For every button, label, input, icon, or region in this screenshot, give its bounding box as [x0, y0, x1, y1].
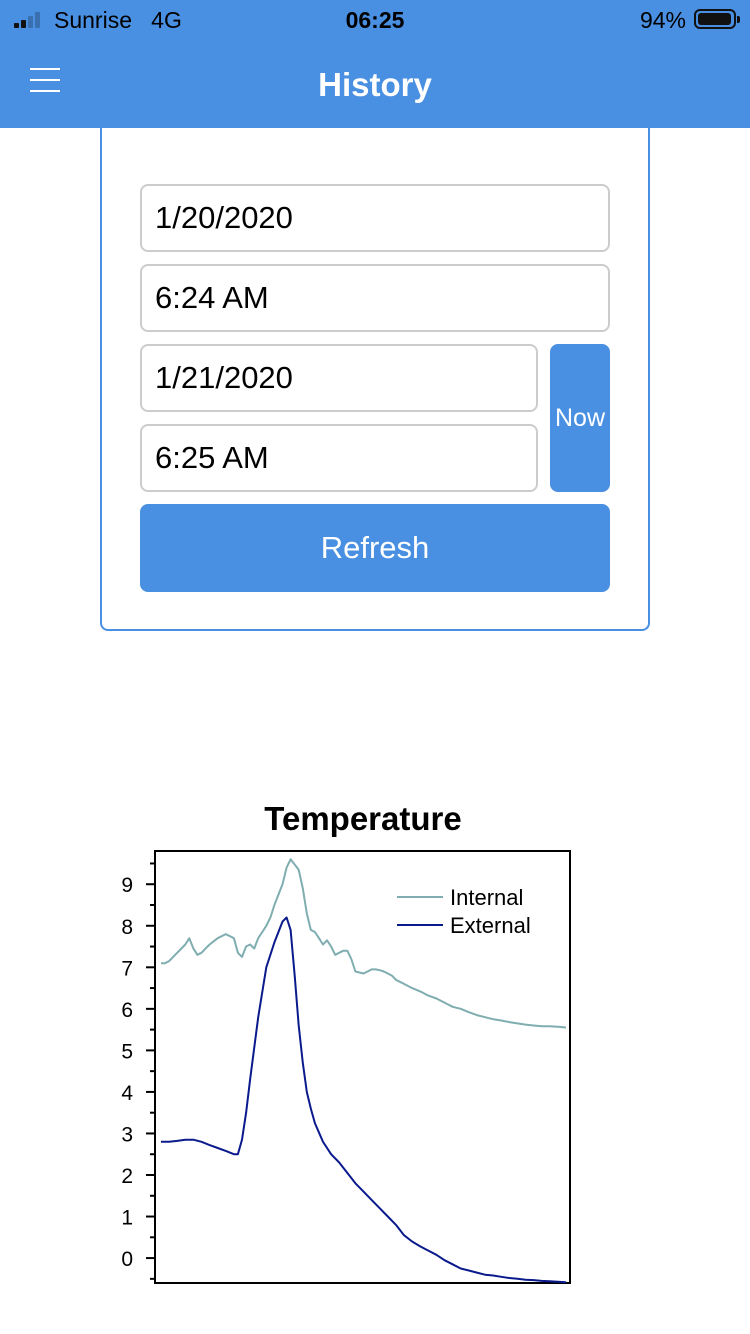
status-bar: Sunrise 4G 06:25 94% — [0, 0, 750, 42]
battery-icon — [694, 9, 740, 29]
y-tick-label: 7 — [121, 957, 133, 980]
y-tick-label: 3 — [121, 1123, 133, 1146]
y-tick-label: 9 — [121, 874, 133, 897]
nav-bar: History — [0, 42, 750, 128]
temperature-chart: 0 1 2 3 4 5 6 7 8 9 Internal External — [121, 850, 571, 1284]
signal-strength-icon — [14, 12, 48, 28]
page-title: History — [318, 66, 432, 103]
carrier-name: Sunrise — [54, 7, 132, 33]
hamburger-menu-icon[interactable] — [30, 68, 62, 94]
date-range-card — [100, 128, 650, 631]
start-date-field[interactable]: 1/20/2020 — [140, 184, 610, 252]
y-tick-label: 0 — [121, 1248, 133, 1271]
battery-percent: 94% — [639, 7, 686, 33]
y-tick-label: 4 — [121, 1082, 133, 1105]
y-tick-label: 2 — [121, 1165, 133, 1188]
y-tick-label: 5 — [121, 1040, 133, 1063]
series-line-external — [161, 916, 567, 1284]
start-time-field[interactable]: 6:24 AM — [140, 264, 610, 332]
now-button[interactable]: Now — [550, 344, 610, 492]
plot-frame — [154, 850, 571, 1284]
status-time: 06:25 — [345, 7, 405, 33]
series-line-internal — [161, 858, 567, 1029]
y-tick-label: 8 — [121, 916, 133, 939]
end-date-field[interactable]: 1/21/2020 — [140, 344, 538, 412]
y-tick-label: 6 — [121, 999, 133, 1022]
y-tick-label: 1 — [121, 1207, 133, 1230]
refresh-button[interactable]: Refresh — [140, 504, 610, 592]
network-type: 4G — [151, 7, 182, 33]
legend-label-internal: Internal — [450, 885, 523, 910]
carrier-label: Sunrise 4G — [54, 7, 182, 34]
end-time-field[interactable]: 6:25 AM — [140, 424, 538, 492]
legend-label-external: External — [450, 913, 531, 938]
chart-title: Temperature — [264, 800, 462, 837]
